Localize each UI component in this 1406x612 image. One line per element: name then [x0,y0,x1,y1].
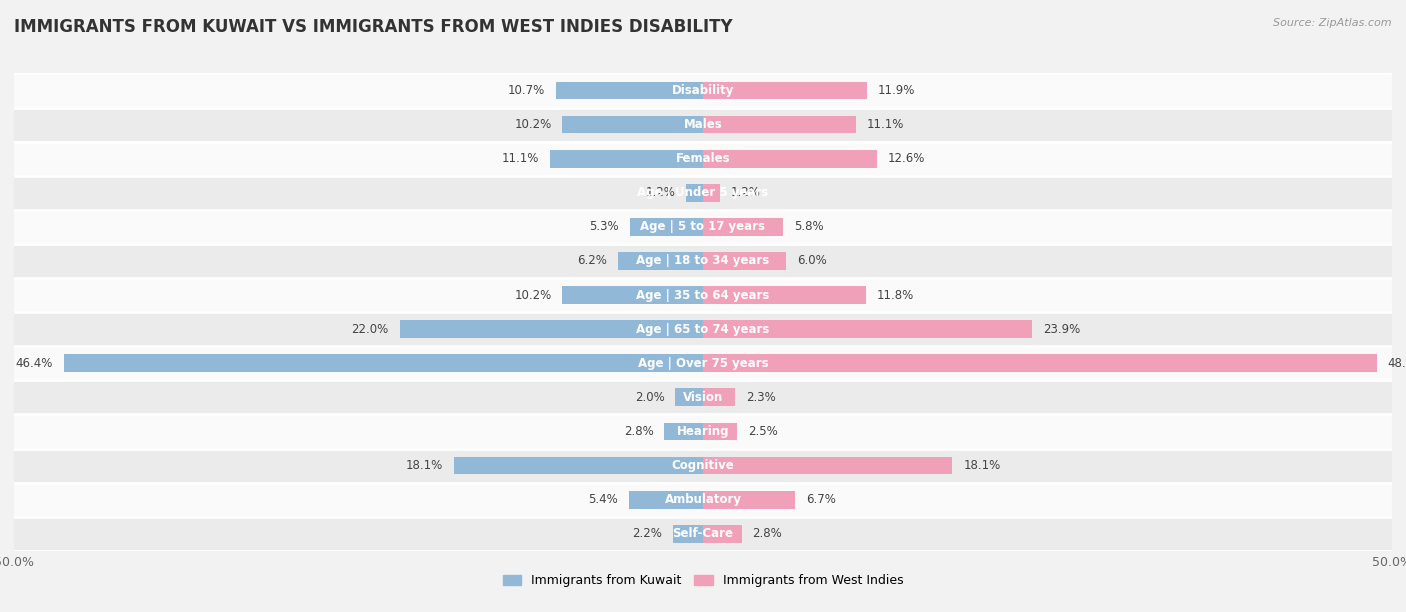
Bar [703,423,738,440]
Text: 12.6%: 12.6% [887,152,925,165]
Text: Source: ZipAtlas.com: Source: ZipAtlas.com [1274,18,1392,28]
Bar [703,150,876,168]
Text: 2.5%: 2.5% [748,425,778,438]
Text: Self-Care: Self-Care [672,528,734,540]
Bar [672,525,703,543]
Text: Age | Over 75 years: Age | Over 75 years [638,357,768,370]
Text: 18.1%: 18.1% [963,459,1001,472]
Bar [675,389,703,406]
Text: Age | Under 5 years: Age | Under 5 years [637,186,769,200]
Text: Vision: Vision [683,391,723,404]
Bar [703,81,868,99]
Bar [703,491,796,509]
Text: 2.3%: 2.3% [745,391,776,404]
Bar [703,252,786,270]
FancyBboxPatch shape [14,517,1392,551]
Text: Ambulatory: Ambulatory [665,493,741,506]
Bar [686,184,703,201]
Text: 10.2%: 10.2% [515,289,551,302]
Text: 1.2%: 1.2% [645,186,675,200]
Text: 2.0%: 2.0% [634,391,665,404]
Text: 6.7%: 6.7% [807,493,837,506]
Text: 11.1%: 11.1% [502,152,538,165]
Text: 5.4%: 5.4% [588,493,617,506]
Text: 5.8%: 5.8% [794,220,824,233]
Text: 6.0%: 6.0% [797,255,827,267]
Text: 23.9%: 23.9% [1043,323,1081,335]
Text: 1.2%: 1.2% [731,186,761,200]
Text: 11.9%: 11.9% [877,84,915,97]
Bar [703,218,783,236]
FancyBboxPatch shape [14,141,1392,176]
Bar [703,389,735,406]
FancyBboxPatch shape [14,380,1392,414]
FancyBboxPatch shape [14,210,1392,244]
Bar [703,320,1032,338]
Text: Disability: Disability [672,84,734,97]
FancyBboxPatch shape [14,73,1392,108]
Bar [562,286,703,304]
Text: 11.8%: 11.8% [876,289,914,302]
Text: 6.2%: 6.2% [576,255,606,267]
Bar [703,116,856,133]
Text: 22.0%: 22.0% [352,323,389,335]
Bar [63,354,703,372]
Text: 2.8%: 2.8% [752,528,782,540]
Text: 48.9%: 48.9% [1388,357,1406,370]
Bar [703,286,866,304]
Bar [703,457,952,474]
Text: 5.3%: 5.3% [589,220,619,233]
Text: Age | 35 to 64 years: Age | 35 to 64 years [637,289,769,302]
Bar [550,150,703,168]
Text: 11.1%: 11.1% [868,118,904,131]
FancyBboxPatch shape [14,176,1392,210]
Text: Age | 65 to 74 years: Age | 65 to 74 years [637,323,769,335]
Text: 18.1%: 18.1% [405,459,443,472]
Text: 10.7%: 10.7% [508,84,544,97]
Text: 2.8%: 2.8% [624,425,654,438]
Text: 10.2%: 10.2% [515,118,551,131]
FancyBboxPatch shape [14,244,1392,278]
Bar [399,320,703,338]
Text: Age | 5 to 17 years: Age | 5 to 17 years [641,220,765,233]
FancyBboxPatch shape [14,483,1392,517]
Text: Hearing: Hearing [676,425,730,438]
Bar [703,184,720,201]
FancyBboxPatch shape [14,312,1392,346]
Bar [630,218,703,236]
FancyBboxPatch shape [14,278,1392,312]
Text: 46.4%: 46.4% [15,357,52,370]
Bar [628,491,703,509]
Text: Cognitive: Cognitive [672,459,734,472]
FancyBboxPatch shape [14,346,1392,380]
Text: Females: Females [676,152,730,165]
Bar [555,81,703,99]
Text: 2.2%: 2.2% [631,528,662,540]
FancyBboxPatch shape [14,449,1392,483]
FancyBboxPatch shape [14,108,1392,141]
Bar [703,354,1376,372]
Bar [454,457,703,474]
Text: Males: Males [683,118,723,131]
Bar [665,423,703,440]
Text: Age | 18 to 34 years: Age | 18 to 34 years [637,255,769,267]
Legend: Immigrants from Kuwait, Immigrants from West Indies: Immigrants from Kuwait, Immigrants from … [498,569,908,592]
Text: IMMIGRANTS FROM KUWAIT VS IMMIGRANTS FROM WEST INDIES DISABILITY: IMMIGRANTS FROM KUWAIT VS IMMIGRANTS FRO… [14,18,733,36]
FancyBboxPatch shape [14,414,1392,449]
Bar [562,116,703,133]
Bar [703,525,741,543]
Bar [617,252,703,270]
